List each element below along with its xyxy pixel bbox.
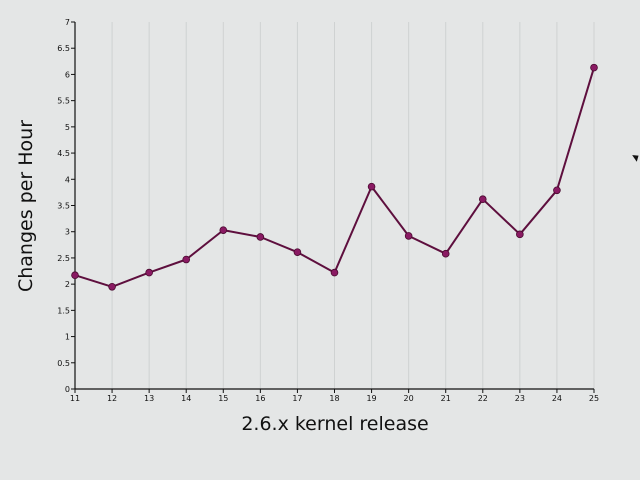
y-axis-ticks: 0 0.5 1 1.5 2 2.5 3 3.5 4 4.5 5 5.5 6 6.5 7 xyxy=(57,18,75,394)
data-point xyxy=(516,230,524,239)
x-axis-label: 2.6.x kernel release xyxy=(241,413,428,435)
x-tick-label: 15 xyxy=(218,394,228,403)
y-tick-label: 0.5 xyxy=(57,359,70,368)
x-tick-label: 11 xyxy=(70,394,80,403)
y-tick-label: 0 xyxy=(65,385,70,394)
x-tick-label: 16 xyxy=(255,394,265,403)
x-tick-label: 22 xyxy=(478,394,488,403)
x-tick-label: 23 xyxy=(515,394,525,403)
data-point xyxy=(219,226,228,234)
x-tick-label: 14 xyxy=(181,394,191,403)
x-tick-label: 18 xyxy=(329,394,339,403)
x-tick-label: 17 xyxy=(292,394,302,403)
data-point xyxy=(441,249,450,258)
y-tick-label: 4 xyxy=(65,175,70,184)
y-tick-label: 5.5 xyxy=(57,97,70,106)
y-tick-label: 2.5 xyxy=(57,254,70,263)
x-tick-label: 20 xyxy=(404,394,414,403)
y-tick-label: 6 xyxy=(65,70,70,79)
x-axis-ticks: 11 12 13 14 15 16 17 18 19 20 21 22 23 24 25 xyxy=(70,389,599,403)
data-point xyxy=(478,195,487,204)
y-tick-label: 1 xyxy=(65,333,70,342)
y-tick-label: 3 xyxy=(65,228,70,237)
data-point xyxy=(256,233,265,241)
y-tick-label: 1.5 xyxy=(57,306,70,315)
data-point xyxy=(145,268,153,277)
grid-lines xyxy=(111,22,595,389)
y-tick-label: 2 xyxy=(65,280,70,289)
x-tick-label: 19 xyxy=(366,394,376,403)
data-point xyxy=(404,232,413,240)
series-layer xyxy=(71,63,598,291)
data-point xyxy=(367,182,376,191)
y-tick-label: 3.5 xyxy=(57,202,70,211)
data-point xyxy=(553,186,561,195)
y-tick-label: 6.5 xyxy=(57,44,70,53)
y-tick-label: 4.5 xyxy=(57,149,70,158)
x-tick-label: 12 xyxy=(107,394,117,403)
x-tick-label: 24 xyxy=(552,394,562,403)
y-tick-label: 7 xyxy=(65,18,70,27)
x-tick-label: 25 xyxy=(589,394,599,403)
data-point xyxy=(182,255,191,264)
y-axis-label: Changes per Hour xyxy=(15,120,37,292)
data-point xyxy=(590,63,598,72)
x-tick-label: 21 xyxy=(441,394,451,403)
x-tick-label: 13 xyxy=(144,394,154,403)
y-tick-label: 5 xyxy=(65,123,70,132)
data-point xyxy=(330,268,339,277)
data-point xyxy=(293,248,302,256)
data-point xyxy=(71,271,79,280)
data-point xyxy=(108,282,116,291)
